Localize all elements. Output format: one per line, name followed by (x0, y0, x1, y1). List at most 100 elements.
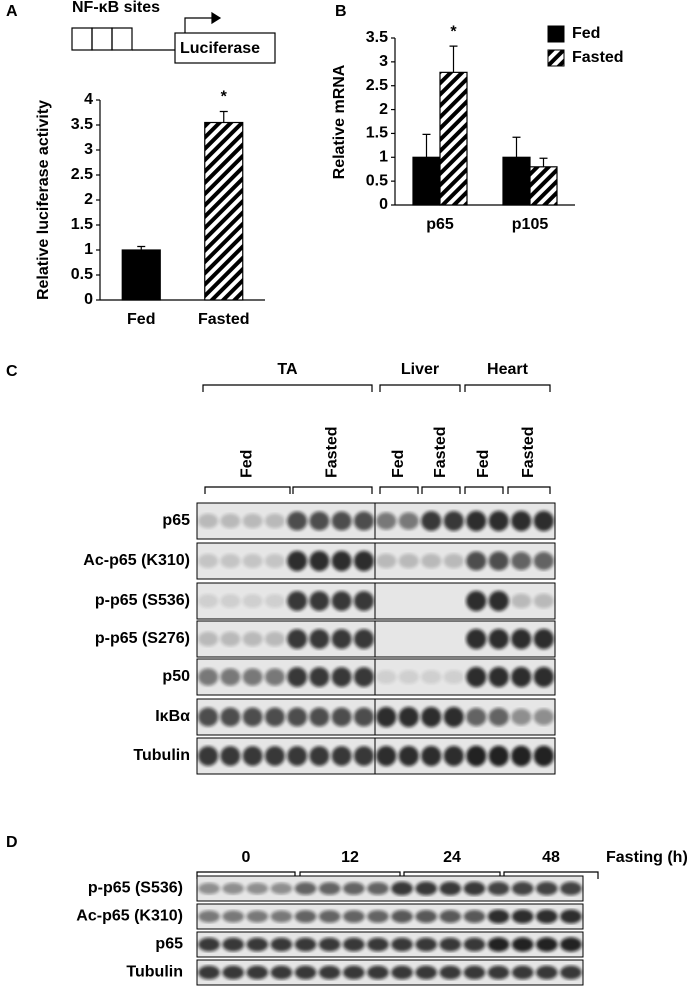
blot-band (535, 881, 558, 896)
blot-band (198, 910, 220, 923)
tissue-label: Heart (487, 361, 529, 378)
condition-label: Fed (390, 450, 407, 478)
y-tick-label: 1 (379, 149, 388, 166)
blot-band (294, 937, 317, 952)
blot-band (246, 937, 269, 952)
blot-band (511, 593, 532, 609)
blot-band (533, 628, 554, 650)
blot-band (488, 590, 509, 612)
blot-band (533, 666, 554, 688)
blot-band (463, 965, 486, 980)
row-label: p-p65 (S276) (95, 630, 190, 647)
blot-band (353, 591, 374, 611)
y-tick-label: 3 (379, 53, 388, 70)
bar (439, 71, 468, 206)
construct-diagram (71, 11, 276, 64)
blot-band (376, 553, 397, 569)
blot-band (220, 594, 241, 608)
blot-band (487, 965, 510, 980)
row-label: Tubulin (133, 747, 190, 764)
row-label: p50 (162, 668, 190, 685)
y-tick-label: 2.5 (366, 77, 388, 94)
blot-band (391, 937, 413, 952)
blot-band (398, 553, 419, 569)
blot-band (264, 668, 285, 686)
blot-band (331, 667, 352, 687)
blot-band (342, 965, 365, 980)
legend-swatch (547, 49, 565, 67)
blot-band (220, 668, 241, 686)
blot-band (198, 631, 219, 647)
blot-band (511, 965, 534, 980)
condition-bracket (421, 486, 461, 494)
blot-band (222, 882, 245, 895)
blot-band (560, 881, 582, 896)
blot-band (463, 937, 486, 952)
blot-band (560, 909, 582, 924)
blot-band (488, 551, 509, 571)
error-bar (512, 136, 521, 158)
panel-label: B (335, 3, 347, 20)
blot-band (511, 708, 532, 726)
row-label: p-p65 (S536) (95, 592, 190, 609)
blot-band (309, 746, 330, 766)
x-tick-label: p65 (426, 216, 454, 233)
blot-band (264, 631, 285, 647)
bar (121, 249, 161, 301)
blot-band (398, 706, 419, 728)
blot-band (246, 910, 269, 923)
condition-label: Fasted (520, 426, 537, 478)
error-bar (219, 110, 228, 123)
y-tick-label: 1.5 (71, 216, 93, 233)
blot-band (488, 666, 509, 688)
blot-band (376, 745, 397, 767)
blot-band (391, 910, 413, 923)
blot-band (487, 909, 510, 924)
condition-bracket (379, 486, 419, 494)
blot-band (309, 667, 330, 687)
row-label: Ac-p65 (K310) (83, 552, 190, 569)
y-tick-label: 2 (84, 191, 93, 208)
y-tick-label: 4 (84, 91, 93, 108)
blot-band (287, 667, 308, 687)
blot-band (270, 965, 293, 980)
blot-band (421, 745, 442, 767)
construct-gene: Luciferase (180, 40, 260, 57)
blot-band (353, 550, 374, 572)
blot-band (294, 965, 317, 980)
tissue-label: Liver (401, 361, 439, 378)
blot-band (398, 670, 419, 684)
bar (502, 156, 531, 206)
legend-swatch (547, 25, 565, 43)
blot-band (294, 910, 317, 923)
blot-band (318, 882, 341, 895)
blot-band (287, 591, 308, 611)
condition-label: Fed (239, 450, 256, 478)
x-tick-label: Fed (127, 311, 155, 328)
condition-bracket (507, 486, 551, 494)
row-label: Tubulin (126, 964, 183, 981)
blot-band (463, 910, 486, 923)
blot-band (198, 965, 220, 980)
blot-band (331, 511, 352, 531)
blot-band (439, 937, 462, 952)
y-tick-label: 0.5 (71, 266, 93, 283)
blot-band (533, 708, 554, 726)
blot-band (466, 666, 487, 688)
blot-band (222, 910, 245, 923)
y-tick-label: 2.5 (71, 166, 93, 183)
timepoint-label: 12 (341, 849, 359, 866)
blot-band (533, 745, 554, 767)
panel-label: D (6, 834, 18, 851)
blot-band (466, 745, 487, 767)
blot-band (533, 510, 554, 532)
tissue-bracket (202, 384, 373, 392)
y-axis-label: Relative mRNA (331, 64, 348, 179)
row-label: p65 (155, 936, 183, 953)
panel-label: C (6, 363, 18, 380)
blot-band (309, 511, 330, 531)
timepoint-label: 48 (542, 849, 560, 866)
blot-band (535, 965, 558, 980)
condition-bracket (204, 486, 291, 494)
